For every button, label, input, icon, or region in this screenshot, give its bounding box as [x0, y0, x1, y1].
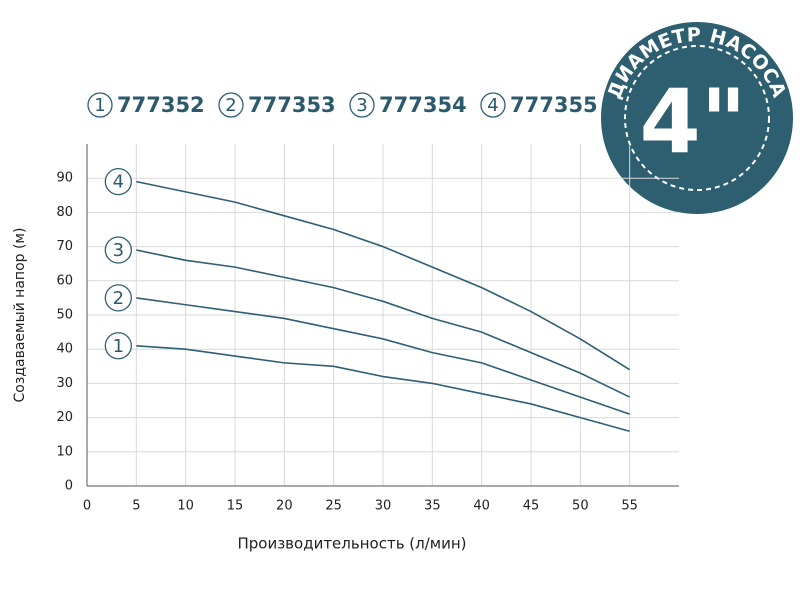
badge-circle: [601, 22, 793, 214]
x-axis-label: Производительность (л/мин): [237, 535, 466, 553]
series-line: [136, 344, 630, 433]
y-tick-label: 60: [56, 273, 73, 288]
series-label: 2: [113, 288, 124, 309]
series-line: [136, 180, 631, 371]
series-label-circle: [104, 284, 132, 312]
legend-circle: [349, 92, 375, 118]
series-label-circle: [104, 332, 132, 360]
legend-number: 2: [225, 95, 236, 116]
x-tick-label: 45: [523, 499, 540, 514]
legend-circle: [87, 92, 113, 118]
x-tick-label: 5: [132, 499, 140, 514]
series-line: [136, 297, 630, 415]
x-tick-label: 40: [473, 499, 490, 514]
legend-number: 3: [356, 95, 367, 116]
badge-label: 4": [639, 70, 746, 173]
legend-number: 1: [94, 95, 105, 116]
legend-label: 777353: [248, 93, 336, 117]
series-label: 3: [113, 240, 124, 261]
series-label-circle: [104, 236, 132, 264]
y-tick-label: 50: [56, 308, 73, 323]
x-tick-label: 15: [227, 499, 244, 514]
legend-number: 4: [487, 95, 498, 116]
legend-circle: [480, 92, 506, 118]
legend-label: 777354: [379, 93, 467, 117]
y-tick-label: 40: [56, 342, 73, 357]
x-tick-label: 55: [621, 499, 638, 514]
series-label-circle: [104, 167, 132, 196]
legend-circle: [218, 92, 244, 118]
badge: ДИАМЕТР НАСОСА 4": [601, 22, 793, 214]
series-label: 4: [113, 172, 124, 193]
series-label: 1: [113, 336, 124, 357]
y-tick-label: 10: [56, 444, 73, 459]
y-tick-label: 20: [56, 410, 73, 425]
x-tick-label: 50: [572, 499, 589, 514]
x-tick-label: 20: [276, 499, 293, 514]
y-axis-label: Создаваемый напор (м): [12, 228, 28, 403]
x-tick-label: 30: [375, 499, 392, 514]
x-tick-label: 10: [177, 499, 194, 514]
x-tick-label: 35: [424, 499, 441, 514]
badge-ring: [624, 45, 770, 191]
series-line: [136, 249, 631, 398]
y-tick-label: 30: [56, 376, 73, 391]
y-tick-label: 0: [65, 479, 73, 494]
legend-label: 777352: [117, 93, 205, 117]
y-tick-label: 70: [56, 239, 73, 254]
y-tick-label: 90: [56, 171, 73, 186]
x-tick-label: 25: [325, 499, 342, 514]
y-tick-label: 80: [56, 205, 73, 220]
legend-label: 777355: [510, 93, 598, 117]
x-tick-label: 0: [83, 499, 91, 514]
